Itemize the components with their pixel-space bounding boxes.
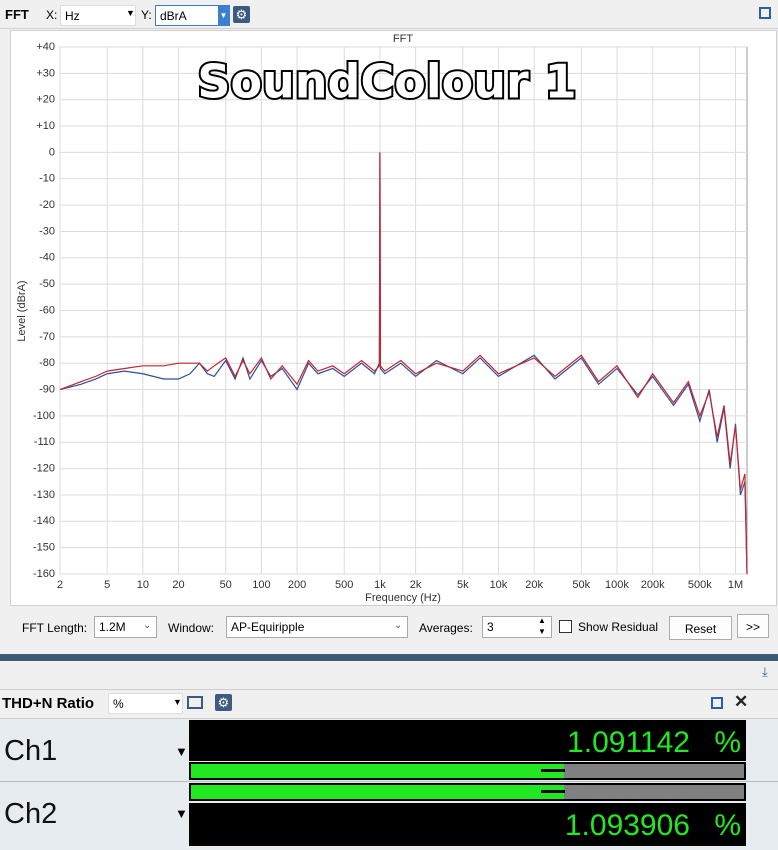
x-tick-label: 1k [374,579,386,591]
meter-unit-select[interactable]: % [108,693,183,714]
panel-title: FFT [5,7,29,22]
fft-length-select[interactable]: 1.2M [94,616,157,638]
y-label: Y: [141,8,152,22]
dropdown-arrow: ▼ [126,8,135,18]
x-tick-label: 2k [410,579,422,591]
view-icon[interactable] [187,696,203,709]
meter-fill [191,764,564,778]
dropdown-arrow[interactable]: ▼ [218,6,229,25]
y-tick-label: -130 [33,489,55,501]
x-tick-label: 20k [525,579,543,591]
peak-marker [541,769,565,772]
x-tick-label: 500 [335,579,353,591]
chart: FFT Frequency (Hz) Level (dBrA) +40 +30 +2… [16,33,748,604]
x-tick-label: 2 [57,579,63,591]
reset-button[interactable]: Reset [669,616,732,640]
x-tick-label: 10k [490,579,508,591]
spin-buttons[interactable]: ▲ ▼ [538,616,546,636]
window-select[interactable]: AP-Equiripple [226,616,408,638]
channel-menu[interactable]: ▼ [175,806,188,821]
y-axis-label: Level (dBrA) [16,280,28,341]
y-tick-label: -40 [39,252,55,264]
window-label: Window: [168,621,215,635]
x-tick-label: 50 [220,579,232,591]
chart-title: FFT [393,33,413,45]
close-icon[interactable]: ✕ [734,692,749,711]
fft-length-label: FFT Length: [22,621,88,635]
more-button[interactable]: >> [737,614,769,638]
y-tick-label: +30 [36,67,55,79]
channel-unit: % [714,809,741,842]
x-tick-label: 200 [288,579,306,591]
settings-icon[interactable]: ⚙ [233,6,250,23]
y-tick-label: -90 [39,383,55,395]
averages-label: Averages: [419,621,473,635]
y-tick-label: -20 [39,199,55,211]
y-tick-label: -30 [39,225,55,237]
value-box [189,720,746,761]
y-unit-select[interactable]: dBrA [155,5,230,26]
x-tick-label: 10 [137,579,149,591]
channel-unit: % [714,726,741,759]
y-tick-label: -10 [39,173,55,185]
y-tick-label: 0 [49,146,55,158]
settings-icon[interactable]: ⚙ [215,694,232,711]
residual-label: Show Residual [578,620,659,634]
meter-title: THD+N Ratio [2,695,95,712]
x-tick-label: 100 [252,579,270,591]
y-tick-label: -80 [39,357,55,369]
x-tick-label: 500k [688,579,712,591]
y-tick-label: -160 [33,568,55,580]
peak-marker [541,790,565,793]
channel-name: Ch2 [4,798,58,830]
y-tick-label: -60 [39,304,55,316]
y-tick-label: -50 [39,278,55,290]
x-tick-label: 20 [172,579,184,591]
y-tick-label: +40 [36,41,55,53]
x-tick-label: 200k [641,579,665,591]
dropdown-arrow: ⌄ [143,620,152,631]
y-tick-label: -110 [34,436,55,448]
y-tick-label: -70 [39,331,55,343]
y-tick-label: -140 [33,515,55,527]
averages-input[interactable]: 3 [482,616,552,638]
channel-value: 1.093906 [564,809,690,842]
channel-menu[interactable]: ▼ [175,744,188,759]
channel-name: Ch1 [4,735,58,767]
dock-icon[interactable]: ⤓ [762,664,768,679]
series-line [59,152,748,575]
x-tick-label: 1M [728,579,743,591]
popout-icon[interactable] [711,697,723,709]
dropdown-arrow: ▼ [173,697,182,707]
y-tick-label: -150 [33,542,55,554]
dropdown-arrow: ⌄ [394,620,403,631]
x-tick-label: 50k [572,579,590,591]
x-tick-label: 5k [457,579,469,591]
y-tick-label: +10 [36,120,55,132]
popout-icon[interactable] [759,7,771,19]
y-tick-label: -100 [33,410,55,422]
x-tick-label: 5 [104,579,110,591]
residual-checkbox[interactable] [559,620,572,633]
y-tick-label: -120 [33,463,55,475]
splitter[interactable] [0,654,778,661]
x-tick-label: 100k [605,579,629,591]
meter-fill [191,785,564,799]
x-unit-select[interactable]: Hz [60,5,136,26]
x-label: X: [46,8,58,22]
x-axis-label: Frequency (Hz) [365,592,441,604]
channel-value: 1.091142 [567,726,690,759]
value-box [189,803,746,846]
annotation: SoundColour 1 [197,55,576,109]
y-tick-label: +20 [36,94,55,106]
